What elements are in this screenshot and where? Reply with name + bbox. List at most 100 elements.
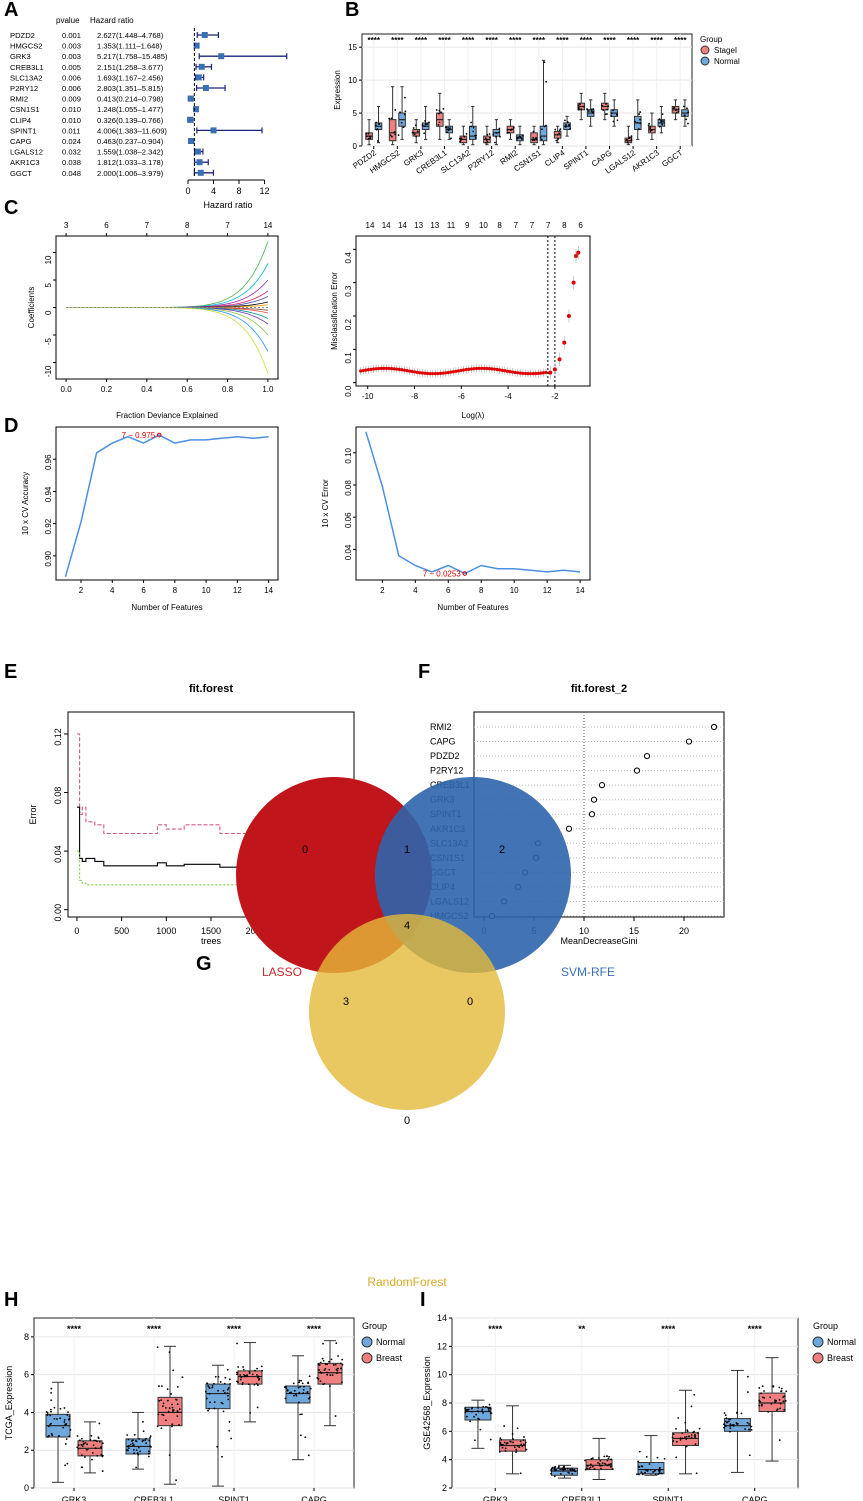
top-tick-label: 7 <box>225 221 230 230</box>
data-point <box>494 141 496 144</box>
error-point <box>420 371 425 375</box>
data-point <box>504 1447 507 1450</box>
x-tick-label: 2 <box>380 586 385 595</box>
data-point <box>517 136 520 139</box>
data-point <box>521 134 524 137</box>
data-point <box>540 138 543 141</box>
y-tick-label: 0.10 <box>344 447 353 463</box>
data-point <box>519 136 522 139</box>
legend-marker <box>700 45 710 55</box>
data-point <box>779 1407 782 1410</box>
chart-title: fit.forest_2 <box>571 683 627 695</box>
data-point <box>770 1402 773 1405</box>
data-point <box>161 1413 164 1416</box>
data-point <box>307 1454 310 1457</box>
data-point <box>551 1466 554 1469</box>
data-point <box>58 1435 60 1437</box>
data-point <box>729 1427 732 1430</box>
significance-label: **** <box>307 1324 322 1334</box>
data-point <box>531 139 534 142</box>
hr-text: 1.559(1.038–2.342) <box>97 148 164 157</box>
data-point <box>779 1402 782 1405</box>
data-point <box>226 1394 229 1397</box>
data-point <box>679 1437 682 1440</box>
data-point <box>341 1358 344 1361</box>
data-point <box>217 1389 219 1392</box>
data-point <box>206 1382 209 1385</box>
data-point <box>168 1351 171 1354</box>
data-point <box>293 1389 296 1392</box>
data-point <box>50 1392 53 1394</box>
data-point <box>774 1401 776 1403</box>
box <box>585 1459 613 1471</box>
data-point <box>519 1472 522 1475</box>
data-point <box>226 1392 229 1395</box>
error-point <box>508 370 512 374</box>
data-point <box>644 1471 646 1474</box>
data-point <box>228 1429 231 1432</box>
data-point <box>672 1440 675 1442</box>
data-point <box>336 1372 338 1375</box>
data-point <box>639 111 642 113</box>
data-point <box>687 122 689 125</box>
data-point <box>319 1361 322 1364</box>
y-tick-label: 2 <box>442 1483 447 1493</box>
data-point <box>378 122 381 125</box>
data-point <box>138 1437 141 1440</box>
significance-label: **** <box>533 36 546 45</box>
data-point <box>693 1393 696 1396</box>
hr-header: Hazard ratio <box>90 16 134 25</box>
error-point <box>413 370 417 374</box>
data-point <box>438 112 440 115</box>
data-point <box>45 1410 48 1413</box>
error-point <box>405 369 409 373</box>
data-point <box>257 1378 260 1381</box>
data-point <box>226 1388 229 1391</box>
data-point <box>509 1440 512 1443</box>
error-point <box>474 366 479 371</box>
data-point <box>487 1408 490 1410</box>
data-point <box>649 130 652 132</box>
data-point <box>464 1407 467 1410</box>
data-point <box>367 132 370 135</box>
error-point <box>480 366 484 370</box>
optimum-annotation: 7 − 0.0253 <box>423 570 462 579</box>
data-point <box>300 1379 303 1382</box>
data-point <box>171 1423 174 1426</box>
data-point <box>499 135 501 138</box>
data-point <box>178 1408 181 1410</box>
data-point <box>217 1375 220 1378</box>
data-point <box>747 1375 749 1378</box>
error-point <box>387 366 391 371</box>
data-point <box>82 1443 85 1446</box>
x-tick-label: 4 <box>413 586 418 595</box>
data-point <box>769 1396 772 1399</box>
data-point <box>326 1363 328 1366</box>
data-point <box>305 1392 307 1395</box>
data-point <box>658 118 661 121</box>
data-point <box>399 111 402 114</box>
data-point <box>681 1432 684 1435</box>
top-tick-label: 8 <box>497 221 502 230</box>
data-point <box>435 109 438 111</box>
gini-point <box>598 782 606 789</box>
data-point <box>482 1412 484 1414</box>
data-point <box>694 1443 697 1446</box>
data-point <box>472 126 475 129</box>
gini-point <box>588 811 596 818</box>
data-point <box>584 1468 587 1471</box>
data-point <box>683 114 686 117</box>
y-tick-label: 10 <box>44 255 53 264</box>
data-point <box>261 1369 264 1372</box>
data-point <box>495 135 497 138</box>
error-point <box>492 367 497 371</box>
data-point <box>167 1410 170 1413</box>
hr-point <box>198 63 205 70</box>
data-point <box>369 137 372 140</box>
panel-label-C: C <box>4 197 18 219</box>
data-point <box>592 108 595 110</box>
data-point <box>213 1407 216 1410</box>
data-point <box>559 1472 562 1475</box>
data-point <box>748 1428 750 1431</box>
data-point <box>637 128 640 130</box>
